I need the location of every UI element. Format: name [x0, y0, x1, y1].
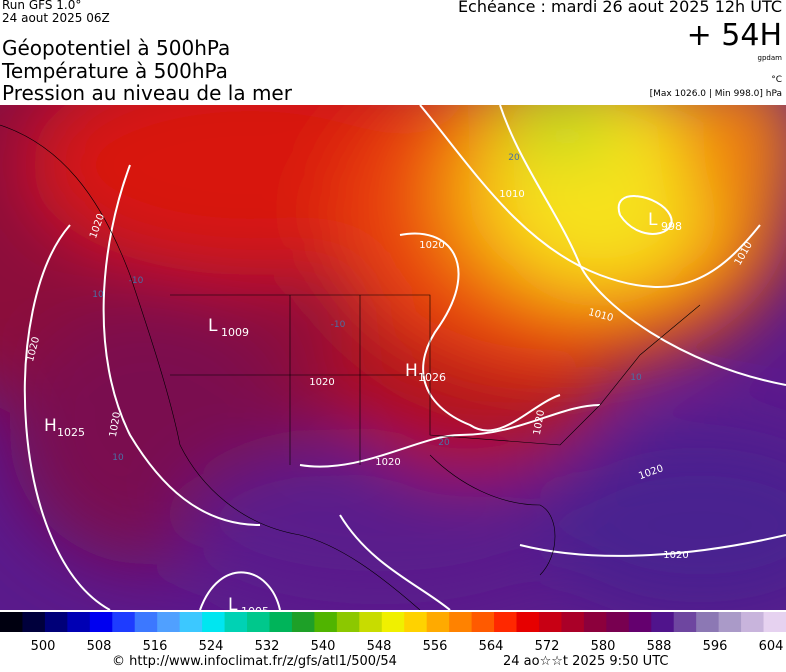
center-value: 1026	[418, 371, 446, 384]
color-cell	[44, 612, 68, 632]
colorbar-label: 500	[31, 639, 56, 654]
color-cell	[763, 612, 786, 632]
isobar-label: 1020	[663, 550, 688, 561]
color-cell	[494, 612, 518, 632]
isobar-label: 1020	[532, 409, 547, 436]
lead-time: + 54H	[686, 18, 782, 53]
pressure-center: L 1009	[208, 316, 249, 339]
title-line: Température à 500hPa	[2, 59, 228, 83]
isobar-label: 1020	[375, 457, 400, 468]
colorbar-label: 596	[703, 639, 728, 654]
generated-time: 24 ao☆☆t 2025 9:50 UTC	[503, 654, 669, 669]
unit-temp: °C	[771, 75, 782, 85]
color-cell	[471, 612, 495, 632]
color-cell	[134, 612, 158, 632]
colorbar-label: 516	[143, 639, 168, 654]
color-cell	[673, 612, 697, 632]
color-cell	[426, 612, 450, 632]
color-cell	[538, 612, 562, 632]
color-cell	[516, 612, 540, 632]
color-cell	[718, 612, 742, 632]
color-cell	[89, 612, 113, 632]
center-letter: L	[648, 210, 658, 230]
colorbar-label: 524	[199, 639, 224, 654]
isobars	[23, 105, 786, 610]
colorbar-label: 532	[255, 639, 280, 654]
colorbar-label: 588	[647, 639, 672, 654]
colorbar-label: 548	[367, 639, 392, 654]
pressure-center: H 1025	[44, 416, 85, 439]
isobar-label: 1010	[499, 189, 524, 200]
unit-gpdam: gpdam	[757, 54, 782, 62]
colorbar: 500 508 516 524 532 540 548 556 564 572 580 588 596 6…	[0, 612, 786, 654]
center-letter: L	[208, 316, 218, 336]
color-cell	[157, 612, 181, 632]
temperature-label: -10	[129, 276, 144, 286]
pressure-center: H 1026	[405, 361, 446, 384]
colorbar-label: 580	[591, 639, 616, 654]
center-value: 998	[661, 220, 682, 233]
run-label: Run GFS 1.0°	[2, 0, 82, 12]
colorbar-label: 564	[479, 639, 504, 654]
colorbar-label: 540	[311, 639, 336, 654]
isobar-label: 1020	[419, 240, 444, 251]
color-cell	[336, 612, 360, 632]
isobar-label: 1020	[108, 411, 123, 438]
color-cell	[583, 612, 607, 632]
temperature-label: -10	[331, 320, 346, 330]
pressure-center: L1005	[228, 595, 269, 610]
colorbar-label: 604	[759, 639, 784, 654]
title-line: Pression au niveau de la mer	[2, 81, 292, 105]
isobar-label: 1020	[309, 377, 334, 388]
temperature-label: 20	[508, 153, 520, 163]
color-cell	[628, 612, 652, 632]
center-value: 1005	[241, 605, 269, 610]
color-cell	[741, 612, 765, 632]
colorbar-label: 556	[423, 639, 448, 654]
color-cell	[449, 612, 473, 632]
color-cell	[0, 612, 23, 632]
color-cell	[224, 612, 248, 632]
coastlines	[0, 124, 701, 610]
colorbar-label: 572	[535, 639, 560, 654]
pressure-center: L 998	[648, 210, 682, 233]
center-letter: L	[228, 595, 238, 610]
color-cell	[651, 612, 675, 632]
color-cell	[381, 612, 405, 632]
color-cell	[112, 612, 136, 632]
temperature-label: 10	[112, 453, 124, 463]
temperature-label: 10	[630, 373, 642, 383]
center-letter: H	[44, 416, 57, 436]
run-date: 24 aout 2025 06Z	[2, 11, 110, 25]
color-cell	[696, 612, 720, 632]
color-cell	[359, 612, 383, 632]
pressure-range: [Max 1026.0 | Min 998.0] hPa	[649, 89, 782, 99]
temperature-label: 20	[438, 438, 450, 448]
color-cell	[202, 612, 226, 632]
map: H1025L1009H1026L998L10051020102010201020…	[0, 105, 786, 610]
color-cell	[179, 612, 203, 632]
center-value: 1025	[57, 426, 85, 439]
colorbar-label: 508	[87, 639, 112, 654]
color-cell	[561, 612, 585, 632]
center-value: 1009	[221, 326, 249, 339]
color-cell	[67, 612, 91, 632]
color-cell	[269, 612, 293, 632]
center-letter: H	[405, 361, 418, 381]
source-url: © http://www.infoclimat.fr/z/gfs/atl1/50…	[112, 654, 397, 669]
title-line: Géopotentiel à 500hPa	[2, 36, 231, 60]
temperature-field	[0, 105, 786, 610]
color-cell	[606, 612, 630, 632]
color-cell	[291, 612, 315, 632]
color-cell	[22, 612, 46, 632]
temperature-label: 10	[92, 290, 104, 300]
color-cell	[314, 612, 338, 632]
forecast-time: Echéance : mardi 26 aout 2025 12h UTC	[457, 0, 782, 16]
color-cell	[404, 612, 428, 632]
color-cell	[247, 612, 270, 632]
